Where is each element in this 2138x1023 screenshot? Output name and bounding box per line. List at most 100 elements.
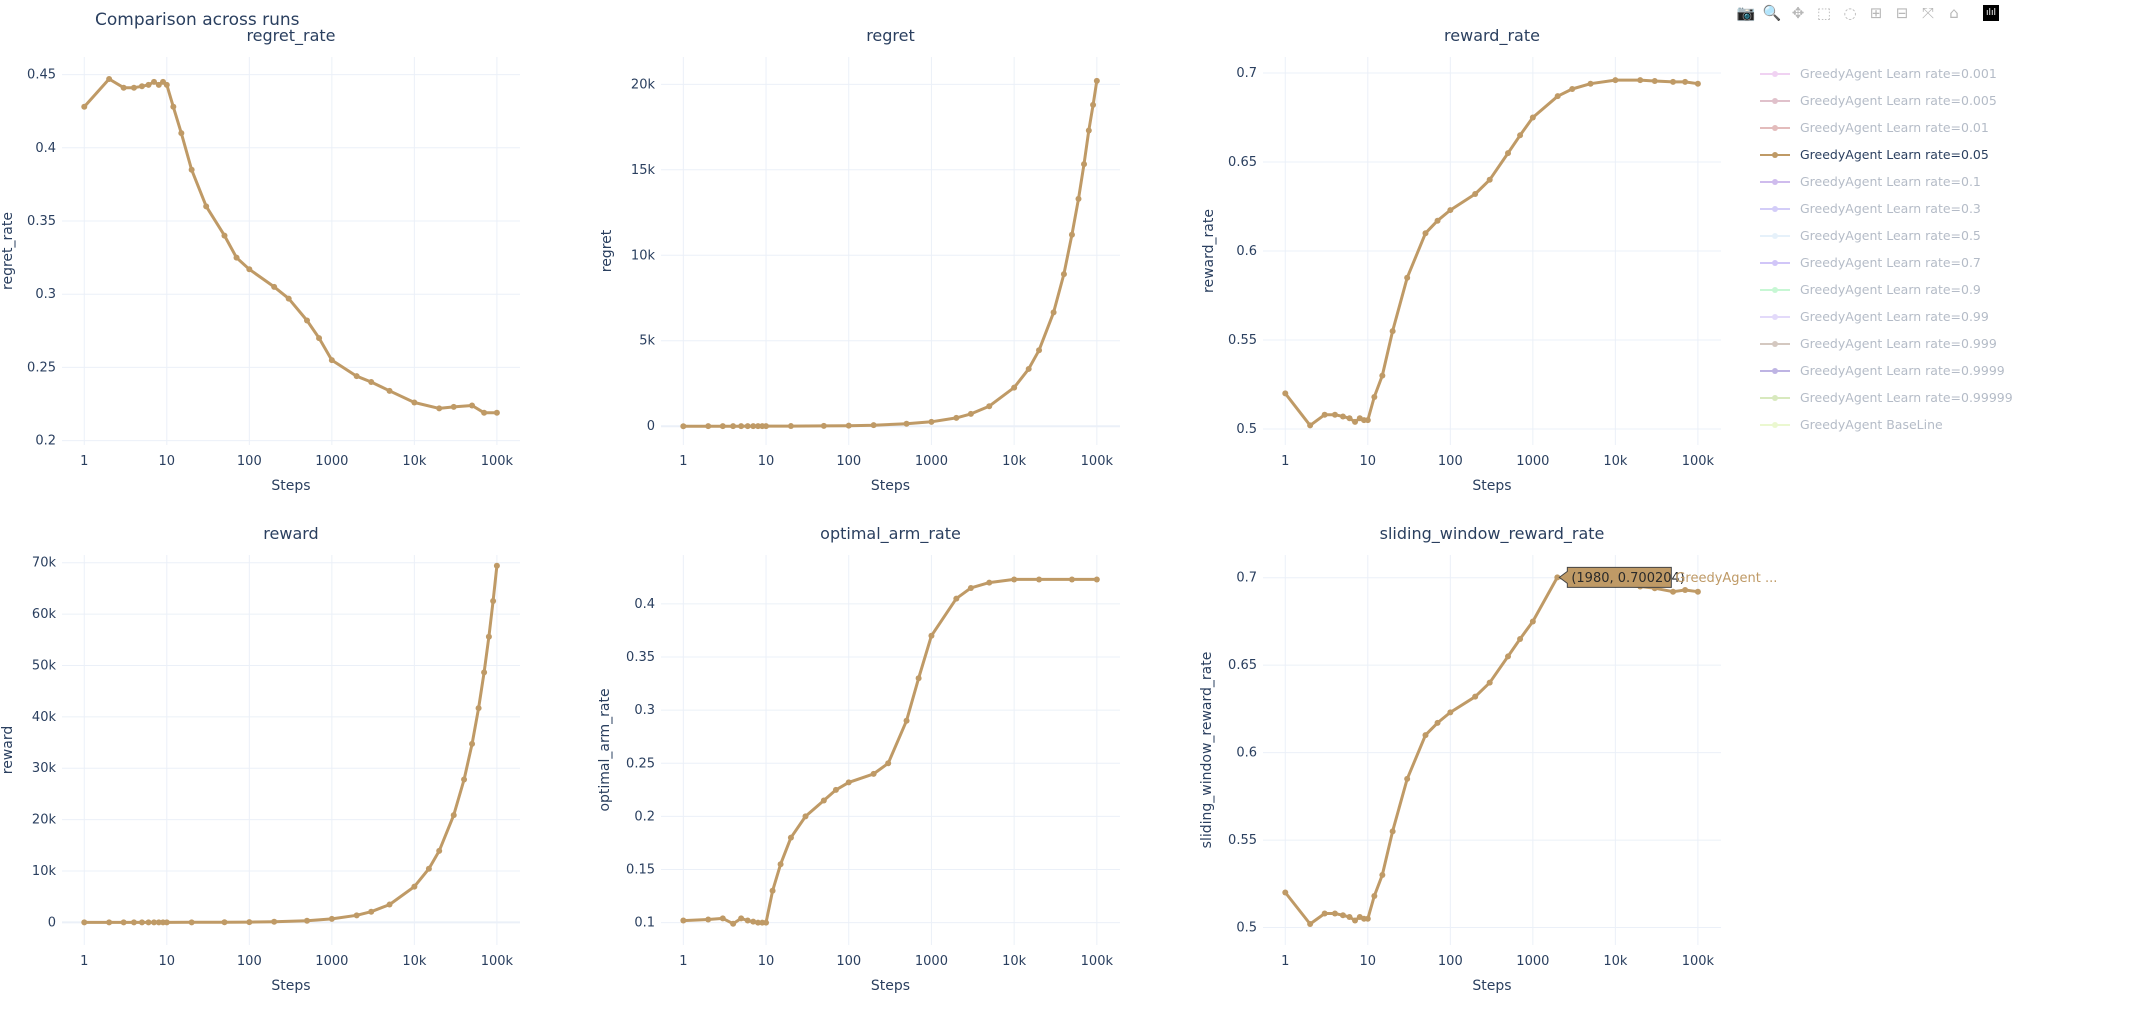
- data-point[interactable]: [1682, 586, 1689, 593]
- legend-item[interactable]: GreedyAgent BaseLine: [1760, 411, 2013, 438]
- data-point[interactable]: [1321, 411, 1328, 418]
- data-point[interactable]: [1434, 719, 1441, 726]
- data-point[interactable]: [820, 422, 827, 429]
- data-point[interactable]: [203, 203, 210, 210]
- zoom-out-icon[interactable]: ⊟: [1895, 4, 1909, 22]
- data-point[interactable]: [1505, 150, 1512, 157]
- data-point[interactable]: [353, 373, 360, 380]
- data-point[interactable]: [475, 705, 482, 712]
- data-point[interactable]: [163, 919, 170, 926]
- pan-icon[interactable]: ✥: [1791, 4, 1805, 22]
- legend-item[interactable]: GreedyAgent Learn rate=0.999: [1760, 330, 2013, 357]
- box-select-icon[interactable]: ⬚: [1816, 4, 1832, 22]
- data-point[interactable]: [1651, 78, 1658, 85]
- data-point[interactable]: [1612, 77, 1619, 84]
- data-point[interactable]: [730, 423, 737, 430]
- data-point[interactable]: [1486, 679, 1493, 686]
- data-point[interactable]: [436, 405, 443, 412]
- zoom-in-icon[interactable]: ⊞: [1869, 4, 1883, 22]
- data-point[interactable]: [953, 595, 960, 602]
- data-point[interactable]: [750, 423, 757, 430]
- data-point[interactable]: [151, 78, 158, 85]
- data-point[interactable]: [845, 422, 852, 429]
- data-point[interactable]: [777, 861, 784, 868]
- data-point[interactable]: [744, 917, 751, 924]
- data-point[interactable]: [1346, 914, 1353, 921]
- subplot-reward[interactable]: reward 1 10 100 1000 10k 100k 0 10k 20k 30k 40k 50k 6…: [0, 524, 520, 994]
- data-point[interactable]: [81, 103, 88, 110]
- data-point[interactable]: [1036, 347, 1043, 354]
- data-point[interactable]: [1694, 80, 1701, 87]
- data-point[interactable]: [1068, 231, 1075, 238]
- legend-item[interactable]: GreedyAgent Learn rate=0.9999: [1760, 357, 2013, 384]
- data-point[interactable]: [705, 916, 712, 923]
- data-point[interactable]: [145, 81, 152, 88]
- data-point[interactable]: [1554, 93, 1561, 100]
- data-point[interactable]: [1682, 78, 1689, 85]
- data-point[interactable]: [738, 915, 745, 922]
- data-point[interactable]: [485, 633, 492, 640]
- data-point[interactable]: [1090, 101, 1097, 108]
- data-point[interactable]: [1331, 910, 1338, 917]
- data-point[interactable]: [1331, 411, 1338, 418]
- data-point[interactable]: [481, 409, 488, 416]
- data-point[interactable]: [493, 409, 500, 416]
- zoom-icon[interactable]: 🔍: [1762, 4, 1782, 22]
- data-point[interactable]: [138, 83, 145, 90]
- data-point[interactable]: [1093, 576, 1100, 583]
- data-point[interactable]: [481, 669, 488, 676]
- data-point[interactable]: [178, 130, 185, 137]
- data-point[interactable]: [915, 675, 922, 682]
- data-point[interactable]: [1339, 413, 1346, 420]
- data-point[interactable]: [130, 919, 137, 926]
- data-point[interactable]: [1352, 418, 1359, 425]
- data-point[interactable]: [120, 84, 127, 91]
- data-point[interactable]: [411, 883, 418, 890]
- data-point[interactable]: [738, 423, 745, 430]
- data-point[interactable]: [170, 103, 177, 110]
- data-point[interactable]: [870, 422, 877, 429]
- data-point[interactable]: [246, 266, 253, 273]
- data-point[interactable]: [155, 81, 162, 88]
- data-point[interactable]: [271, 918, 278, 925]
- data-point[interactable]: [1025, 365, 1032, 372]
- data-point[interactable]: [680, 423, 687, 430]
- data-point[interactable]: [820, 797, 827, 804]
- data-point[interactable]: [1517, 132, 1524, 139]
- data-point[interactable]: [386, 387, 393, 394]
- subplot-regret[interactable]: regret 1 10 100 1000 10k 100k 0 5k 10k 15k 20k Steps…: [599, 26, 1120, 494]
- data-point[interactable]: [1422, 230, 1429, 237]
- data-point[interactable]: [1060, 271, 1067, 278]
- data-point[interactable]: [1282, 889, 1289, 896]
- data-point[interactable]: [870, 770, 877, 777]
- data-point[interactable]: [1085, 127, 1092, 134]
- data-point[interactable]: [967, 410, 974, 417]
- data-point[interactable]: [832, 786, 839, 793]
- data-point[interactable]: [469, 740, 476, 747]
- data-point[interactable]: [130, 84, 137, 91]
- data-point[interactable]: [845, 779, 852, 786]
- data-point[interactable]: [151, 919, 158, 926]
- data-point[interactable]: [1422, 732, 1429, 739]
- data-point[interactable]: [386, 901, 393, 908]
- data-point[interactable]: [1472, 191, 1479, 198]
- data-point[interactable]: [106, 75, 113, 82]
- data-point[interactable]: [1352, 917, 1359, 924]
- data-point[interactable]: [490, 597, 497, 604]
- data-point[interactable]: [155, 919, 162, 926]
- data-point[interactable]: [1587, 80, 1594, 87]
- data-point[interactable]: [411, 399, 418, 406]
- data-point[interactable]: [755, 919, 762, 926]
- data-point[interactable]: [1364, 417, 1371, 424]
- data-point[interactable]: [763, 919, 770, 926]
- lasso-select-icon[interactable]: ◌: [1843, 4, 1857, 22]
- data-point[interactable]: [1307, 422, 1314, 429]
- data-point[interactable]: [316, 335, 323, 342]
- data-point[interactable]: [755, 423, 762, 430]
- reset-axes-icon[interactable]: ⌂: [1949, 4, 1959, 22]
- subplot-regret_rate[interactable]: regret_rate 1 10 100 1000 10k 100k 0.2 0.25 0.3 0.…: [0, 26, 520, 494]
- data-point[interactable]: [928, 632, 935, 639]
- data-point[interactable]: [750, 918, 757, 925]
- data-point[interactable]: [328, 357, 335, 364]
